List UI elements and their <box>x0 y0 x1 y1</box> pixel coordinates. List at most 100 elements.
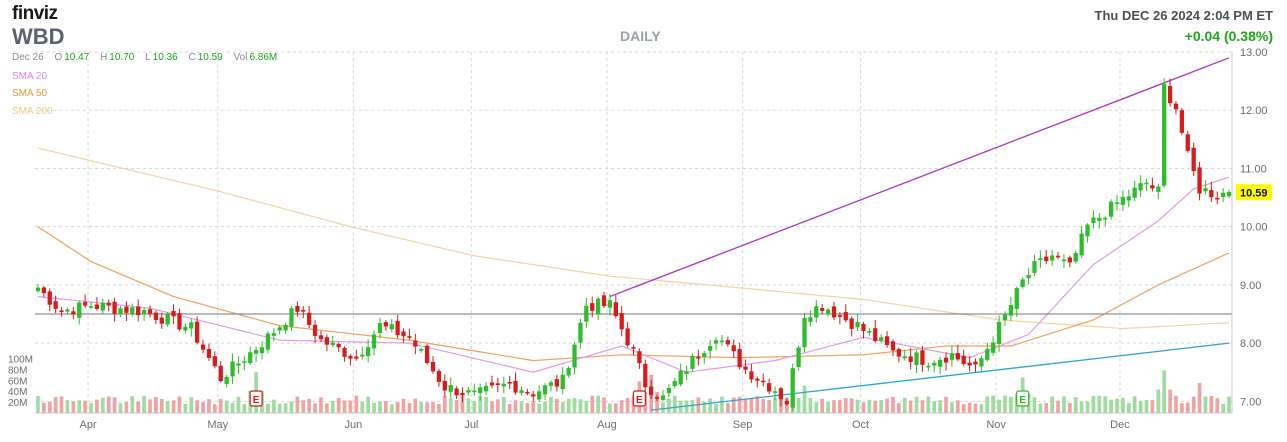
volume-bar <box>47 401 52 413</box>
candle-body <box>979 358 984 367</box>
candle <box>584 297 589 329</box>
candle <box>601 292 607 308</box>
candle-body <box>837 315 843 317</box>
candle-body <box>206 348 212 358</box>
candle-body <box>171 310 176 317</box>
candle <box>366 339 371 363</box>
candle-body <box>177 313 182 330</box>
volume-bar <box>979 404 984 413</box>
volume-bar <box>118 403 123 413</box>
candle <box>660 389 666 402</box>
candle-body <box>354 356 359 359</box>
volume-bar <box>549 396 553 413</box>
candle-body <box>731 345 736 352</box>
candle <box>507 375 512 390</box>
candle <box>1079 225 1084 258</box>
volume-bar <box>154 397 158 413</box>
candle-body <box>684 371 689 374</box>
candle-body <box>1185 134 1190 151</box>
earnings-marker-box <box>632 390 646 407</box>
volume-bar <box>1168 389 1172 413</box>
candle <box>825 307 831 317</box>
candle <box>147 305 153 318</box>
candle-body <box>253 349 259 354</box>
candle-body <box>531 394 536 397</box>
candle <box>637 348 642 369</box>
legend-sma20: SMA 20 <box>12 71 48 82</box>
candle <box>884 331 890 348</box>
candle <box>195 316 200 345</box>
finviz-logo[interactable]: finviz <box>12 3 58 24</box>
volume-bar <box>667 398 671 413</box>
candle <box>619 306 624 337</box>
earnings-marker-box <box>249 390 263 407</box>
volume-bar <box>755 396 760 413</box>
candle <box>100 298 105 314</box>
candle-body <box>183 326 188 331</box>
volume-bar <box>655 392 659 413</box>
candle-body <box>195 321 200 343</box>
candle <box>784 398 789 406</box>
candle-body <box>118 308 123 315</box>
volume-bar <box>53 397 58 413</box>
candle-body <box>672 380 677 387</box>
candle-body <box>1226 192 1232 197</box>
candle <box>531 390 536 402</box>
candle-body <box>265 333 271 350</box>
candle-body <box>1138 183 1143 191</box>
candle <box>1014 286 1019 317</box>
candle-body <box>466 390 471 393</box>
candle <box>814 300 819 323</box>
candle <box>749 364 754 383</box>
candle-body <box>395 320 400 336</box>
volume-bar <box>330 400 335 413</box>
volume-bar <box>130 396 135 413</box>
volume-bar <box>555 398 559 413</box>
volume-bar <box>932 401 937 413</box>
candle <box>1067 255 1072 268</box>
candle-body <box>831 306 837 318</box>
earnings-marker[interactable]: E <box>1016 390 1030 407</box>
chart-period[interactable]: DAILY <box>620 28 661 44</box>
candle <box>1209 181 1214 202</box>
volume-bar <box>537 403 541 413</box>
volume-bar <box>71 401 76 413</box>
candle <box>908 348 913 370</box>
volume-bar <box>991 395 996 413</box>
candle <box>943 352 949 371</box>
candle <box>342 346 347 362</box>
candle-body <box>448 385 453 392</box>
volume-bar <box>1121 397 1125 413</box>
volume-bar <box>796 398 801 413</box>
candle-body <box>307 312 312 325</box>
candle <box>1144 178 1149 191</box>
candle <box>607 294 613 316</box>
candle <box>702 350 707 364</box>
candle-body <box>932 362 937 366</box>
earnings-marker[interactable]: E <box>632 390 646 407</box>
earnings-marker[interactable]: E <box>249 390 263 407</box>
candle <box>248 346 253 366</box>
candle-body <box>884 336 890 346</box>
volume-bar <box>301 400 306 413</box>
candle <box>649 379 654 400</box>
candle <box>949 346 955 367</box>
candle-body <box>77 302 82 318</box>
candle <box>1108 199 1114 220</box>
candle <box>578 318 583 349</box>
candle <box>837 311 843 325</box>
candle <box>861 321 866 339</box>
volume-bar <box>560 402 565 413</box>
candle-body <box>548 382 554 386</box>
volume-bar <box>289 401 294 413</box>
candle-body <box>654 397 660 399</box>
candle-body <box>360 354 365 357</box>
volume-bar <box>236 396 241 413</box>
volume-bar <box>873 400 878 413</box>
candle <box>1185 130 1190 153</box>
volume-bar <box>472 400 477 413</box>
candle <box>991 336 996 356</box>
candle-body <box>159 317 164 324</box>
volume-bar <box>177 396 182 413</box>
